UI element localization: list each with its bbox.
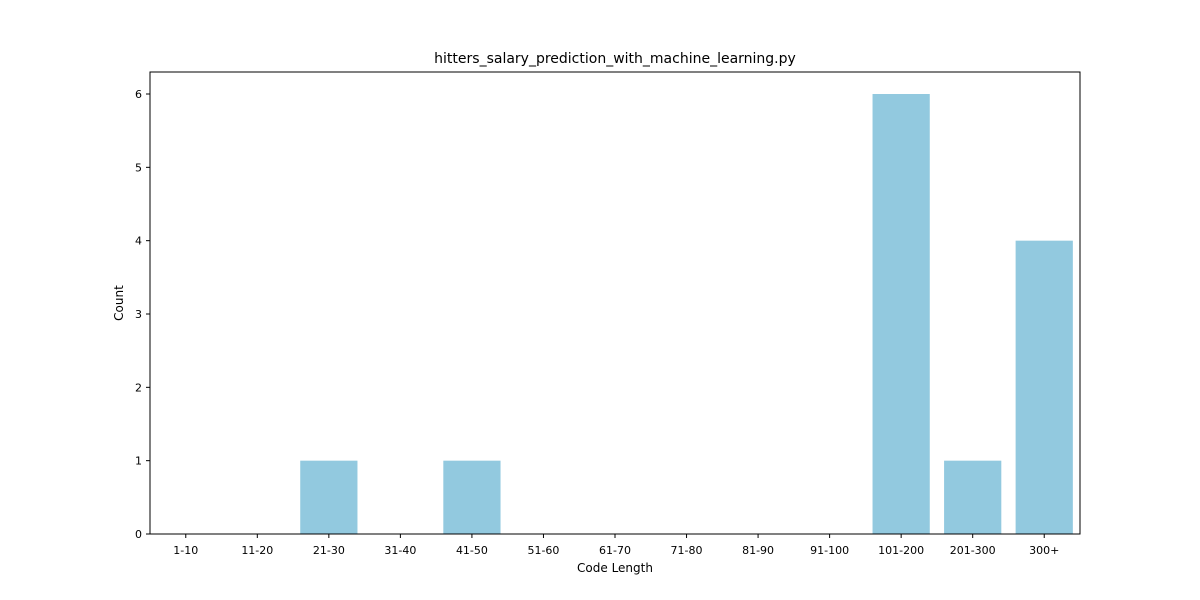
y-tick-label: 2 [135, 381, 142, 394]
x-axis-label: Code Length [577, 561, 653, 575]
plot-frame [149, 71, 1081, 535]
x-tick-label: 41-50 [456, 544, 488, 557]
y-tick-label: 4 [135, 235, 142, 248]
x-tick-label: 61-70 [599, 544, 631, 557]
x-tick-label: 11-20 [241, 544, 273, 557]
x-tick-label: 101-200 [878, 544, 924, 557]
x-tick-label: 51-60 [527, 544, 559, 557]
x-tick-label: 81-90 [742, 544, 774, 557]
bar-41-50 [443, 460, 501, 534]
bar-21-30 [300, 460, 358, 534]
y-axis-label: Count [112, 285, 126, 321]
y-tick-label: 0 [135, 528, 142, 541]
x-tick-label: 71-80 [671, 544, 703, 557]
y-tick-label: 5 [135, 161, 142, 174]
y-tick-label: 1 [135, 455, 142, 468]
bar-201-300 [944, 460, 1002, 534]
y-tick-label: 6 [135, 88, 142, 101]
y-tick-label: 3 [135, 308, 142, 321]
x-tick-label: 201-300 [950, 544, 996, 557]
x-axis-ticks: 1-10 11-20 21-30 31-40 41-50 51-60 61-70 71-80 8… [173, 534, 1059, 557]
bar-101-200 [872, 94, 930, 534]
x-tick-label: 31-40 [384, 544, 416, 557]
chart-title: hitters_salary_prediction_with_machine_l… [434, 51, 796, 67]
bar-300+ [1015, 240, 1073, 535]
y-axis-ticks: 0 1 2 3 4 5 6 [135, 88, 150, 541]
x-tick-label: 21-30 [313, 544, 345, 557]
bars-group [300, 94, 1073, 535]
x-tick-label: 1-10 [173, 544, 198, 557]
x-tick-label: 300+ [1029, 544, 1059, 557]
x-tick-label: 91-100 [810, 544, 849, 557]
